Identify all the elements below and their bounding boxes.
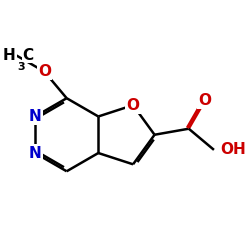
Text: O: O	[126, 98, 140, 113]
Text: OH: OH	[220, 142, 246, 157]
Text: C: C	[22, 48, 34, 63]
Text: 3: 3	[17, 62, 25, 72]
Text: O: O	[38, 64, 51, 79]
Text: N: N	[29, 109, 42, 124]
Text: N: N	[29, 146, 42, 160]
Text: O: O	[199, 93, 212, 108]
Text: H: H	[3, 48, 16, 63]
